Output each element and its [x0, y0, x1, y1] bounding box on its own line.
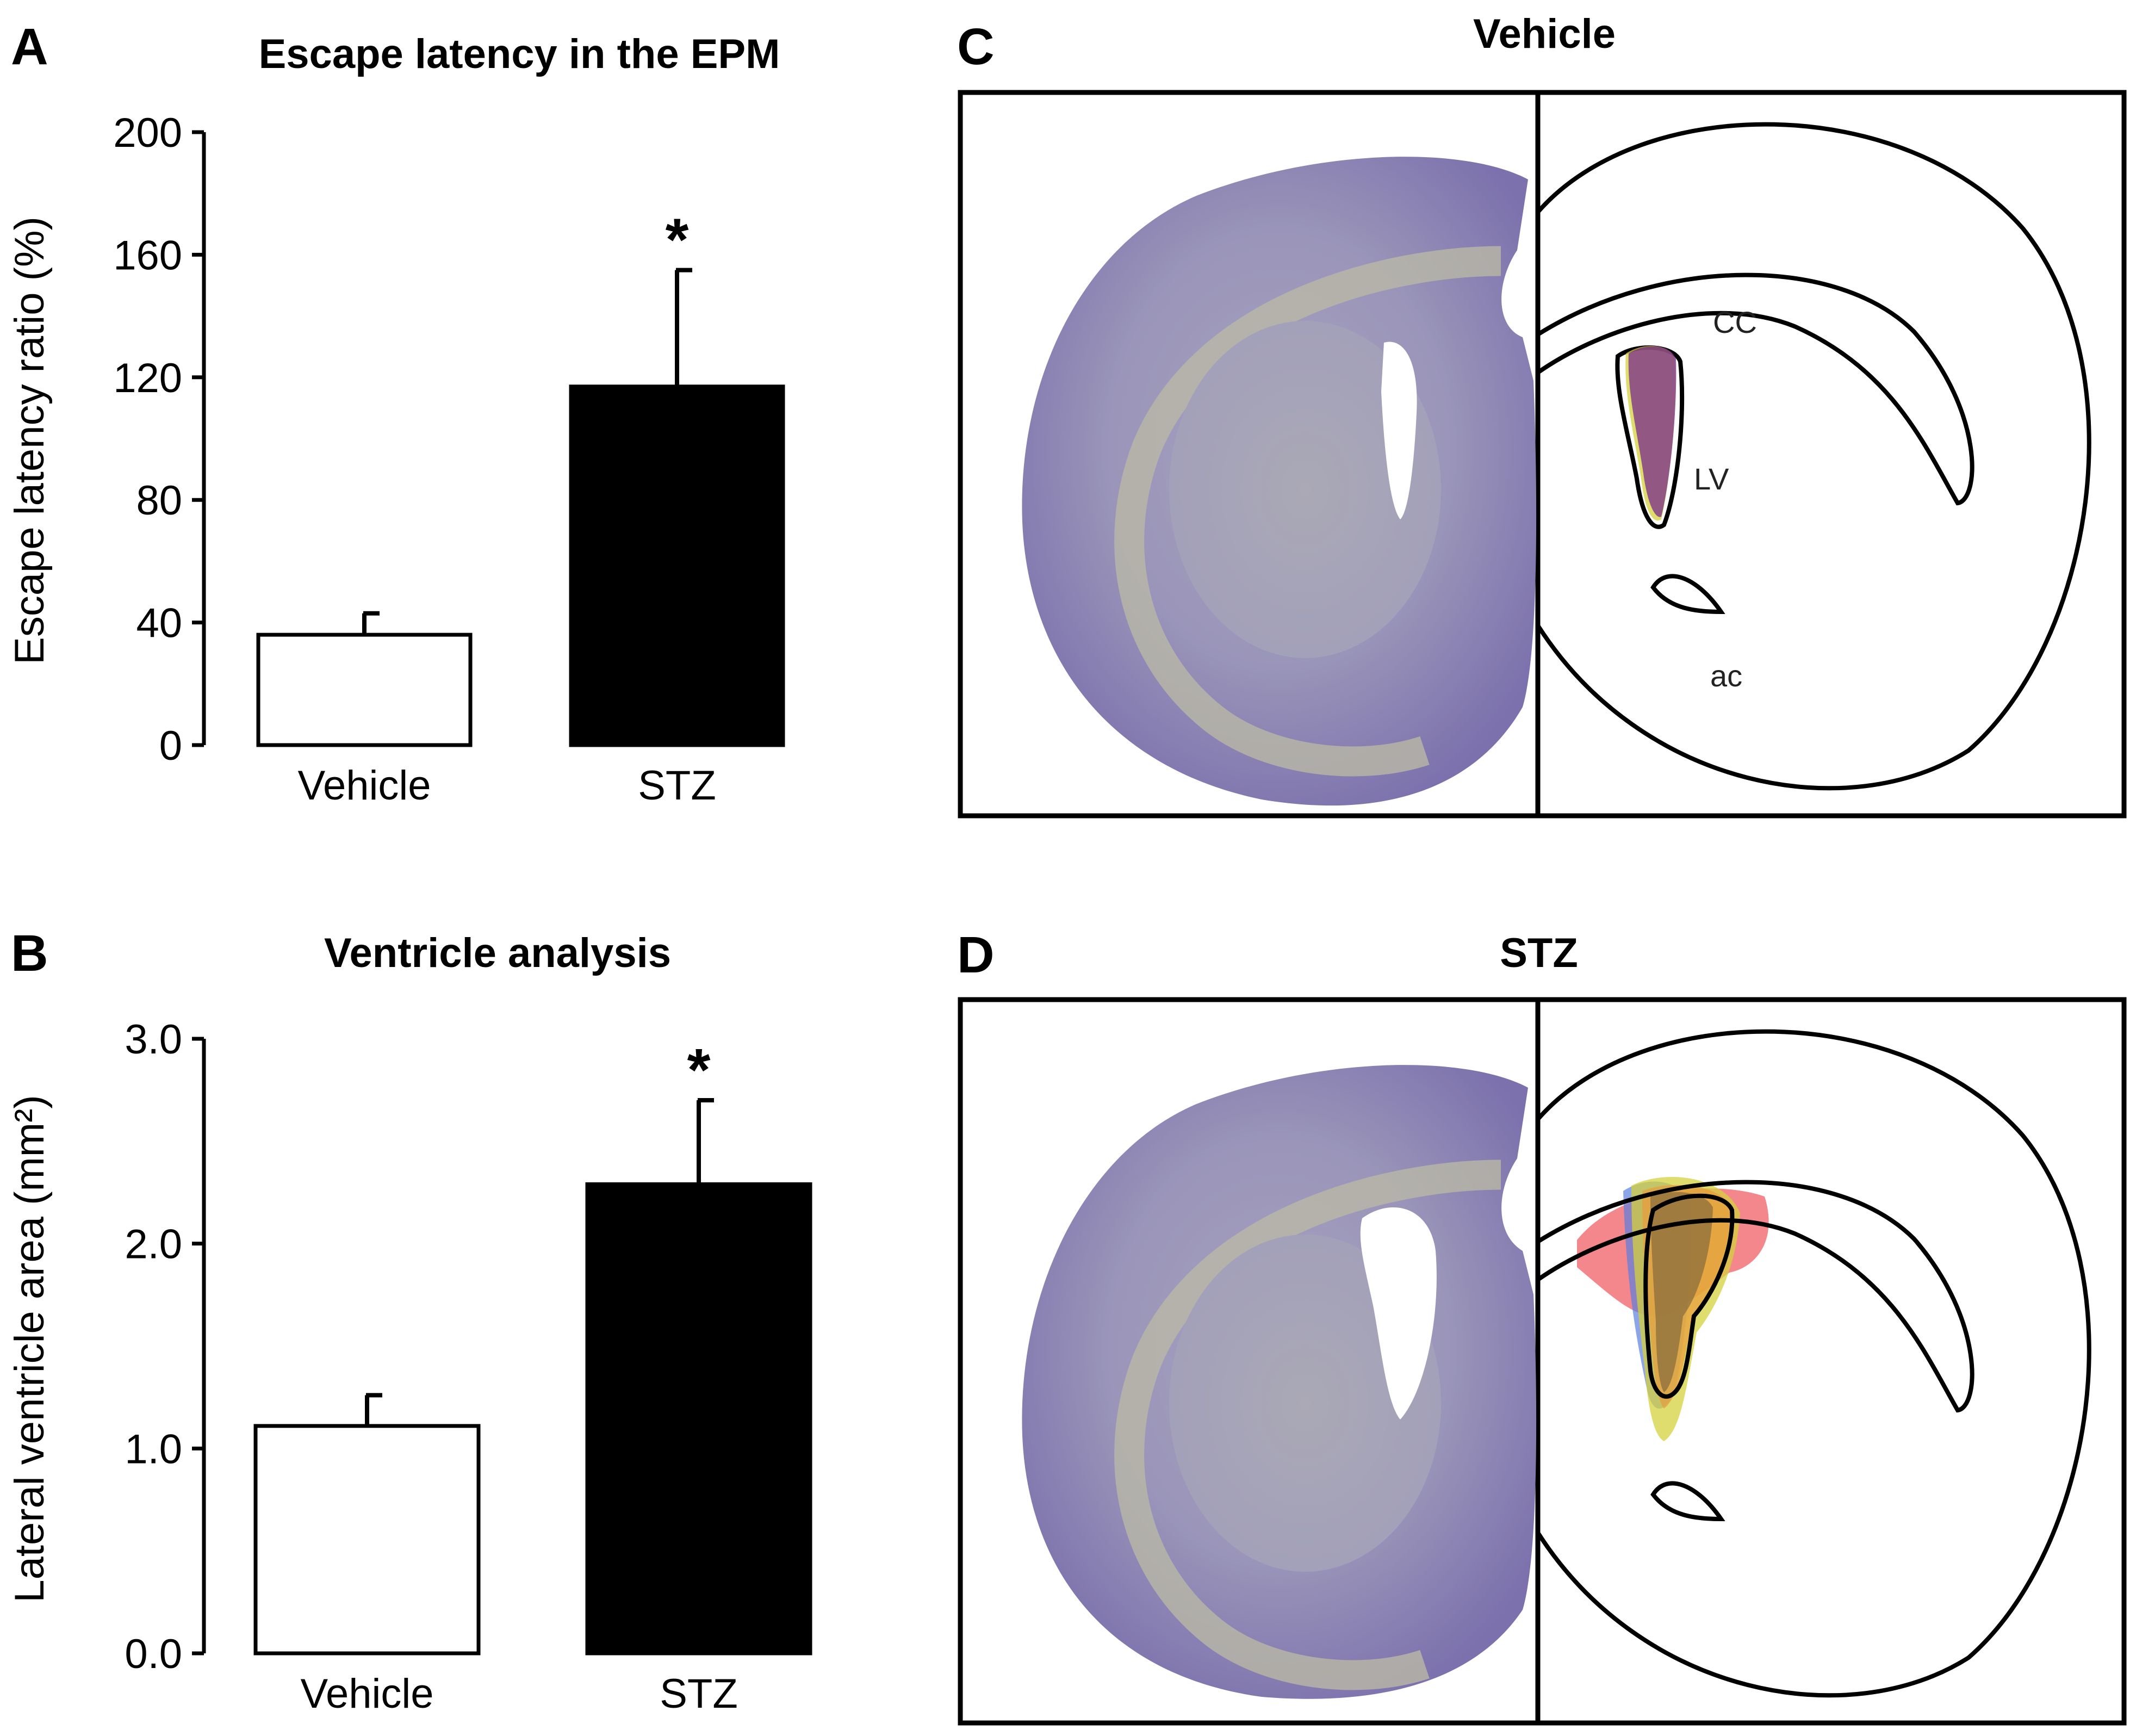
chart-b-ytick-label: 3.0 — [125, 1016, 182, 1063]
atlas-label-lv: LV — [1694, 462, 1729, 496]
atlas-cc-c — [1536, 272, 1974, 506]
chart-b-category-label: Vehicle — [300, 1671, 433, 1717]
chart-b-ytick-label: 1.0 — [125, 1426, 182, 1472]
atlas-ac-c — [1650, 574, 1725, 615]
chart-a-category-label: STZ — [638, 762, 716, 809]
panel-d: D STZ — [957, 926, 2127, 1726]
histology-d-title: STZ — [1500, 930, 1578, 976]
atlas-lv-d — [1643, 1193, 1735, 1399]
corpus-callosum-d — [1114, 1160, 1501, 1690]
overlay-purple-c — [1628, 346, 1676, 517]
chart-a-plot: 0 40 80 120 160 200 Vehicle STZ * — [113, 110, 785, 809]
chart-b-plot: 0.0 1.0 2.0 3.0 Vehicle STZ * — [125, 1016, 812, 1717]
overlay-dark-d — [1650, 1192, 1713, 1392]
chart-b-ytick-label: 2.0 — [125, 1222, 182, 1268]
panel-letter-d: D — [957, 926, 995, 984]
atlas-outline-d — [1536, 1029, 2091, 1698]
panel-letter-c: C — [957, 18, 995, 76]
chart-b-significance-star: * — [687, 1037, 711, 1103]
nissl-section-c — [1022, 157, 1537, 806]
chart-a-ytick-label: 80 — [136, 478, 182, 524]
atlas-label-ac: ac — [1710, 659, 1742, 693]
striatum-c — [1169, 321, 1441, 658]
chart-a-category-label: Vehicle — [297, 762, 431, 809]
chart-a-ytick-label: 160 — [113, 232, 182, 278]
atlas-outline-c — [1536, 122, 2091, 791]
panel-c: C Vehicle CC LV ac — [957, 11, 2127, 819]
chart-a-ytick-label: 0 — [159, 723, 182, 769]
chart-b-ytick-label: 0.0 — [125, 1631, 182, 1677]
chart-b-ylabel: Lateral ventricle area (mm²) — [7, 1095, 53, 1602]
striatum-d — [1169, 1235, 1441, 1572]
panel-a: A Escape latency in the EPM Escape laten… — [7, 18, 785, 809]
panel-letter-b: B — [11, 925, 48, 982]
chart-a-ytick-label: 120 — [113, 355, 182, 401]
atlas-label-cc: CC — [1713, 305, 1757, 339]
corpus-callosum-c — [1114, 246, 1501, 777]
chart-a-ytick-label: 200 — [113, 110, 182, 156]
chart-a-bar-stz — [569, 385, 785, 747]
chart-b-title: Ventricle analysis — [324, 930, 671, 976]
ventricle-overlays-c — [1625, 346, 1676, 521]
chart-b-category-label: STZ — [660, 1671, 738, 1717]
chart-a-significance-star: * — [666, 207, 689, 274]
chart-a-ylabel: Escape latency ratio (%) — [7, 216, 53, 665]
panel-b: B Ventricle analysis Lateral ventricle a… — [7, 925, 812, 1717]
chart-a-ytick-label: 40 — [136, 600, 182, 647]
nissl-section-d — [1022, 1065, 1537, 1699]
histology-c-title: Vehicle — [1473, 11, 1616, 57]
lateral-ventricle-d — [1360, 1207, 1437, 1419]
atlas-c — [1536, 122, 2091, 791]
atlas-d — [1536, 1029, 2091, 1698]
atlas-cc-d — [1536, 1180, 1974, 1413]
chart-b-bar-vehicle — [253, 1424, 481, 1656]
chart-a-bar-vehicle — [256, 633, 473, 747]
chart-b-bar-stz — [585, 1182, 812, 1656]
atlas-ac-d — [1650, 1481, 1725, 1522]
atlas-lv-c — [1615, 345, 1685, 529]
lateral-ventricle-c — [1381, 342, 1417, 519]
chart-a-title: Escape latency in the EPM — [259, 31, 780, 77]
ventricle-overlays-d — [1577, 1177, 1769, 1441]
panel-letter-a: A — [11, 18, 48, 76]
